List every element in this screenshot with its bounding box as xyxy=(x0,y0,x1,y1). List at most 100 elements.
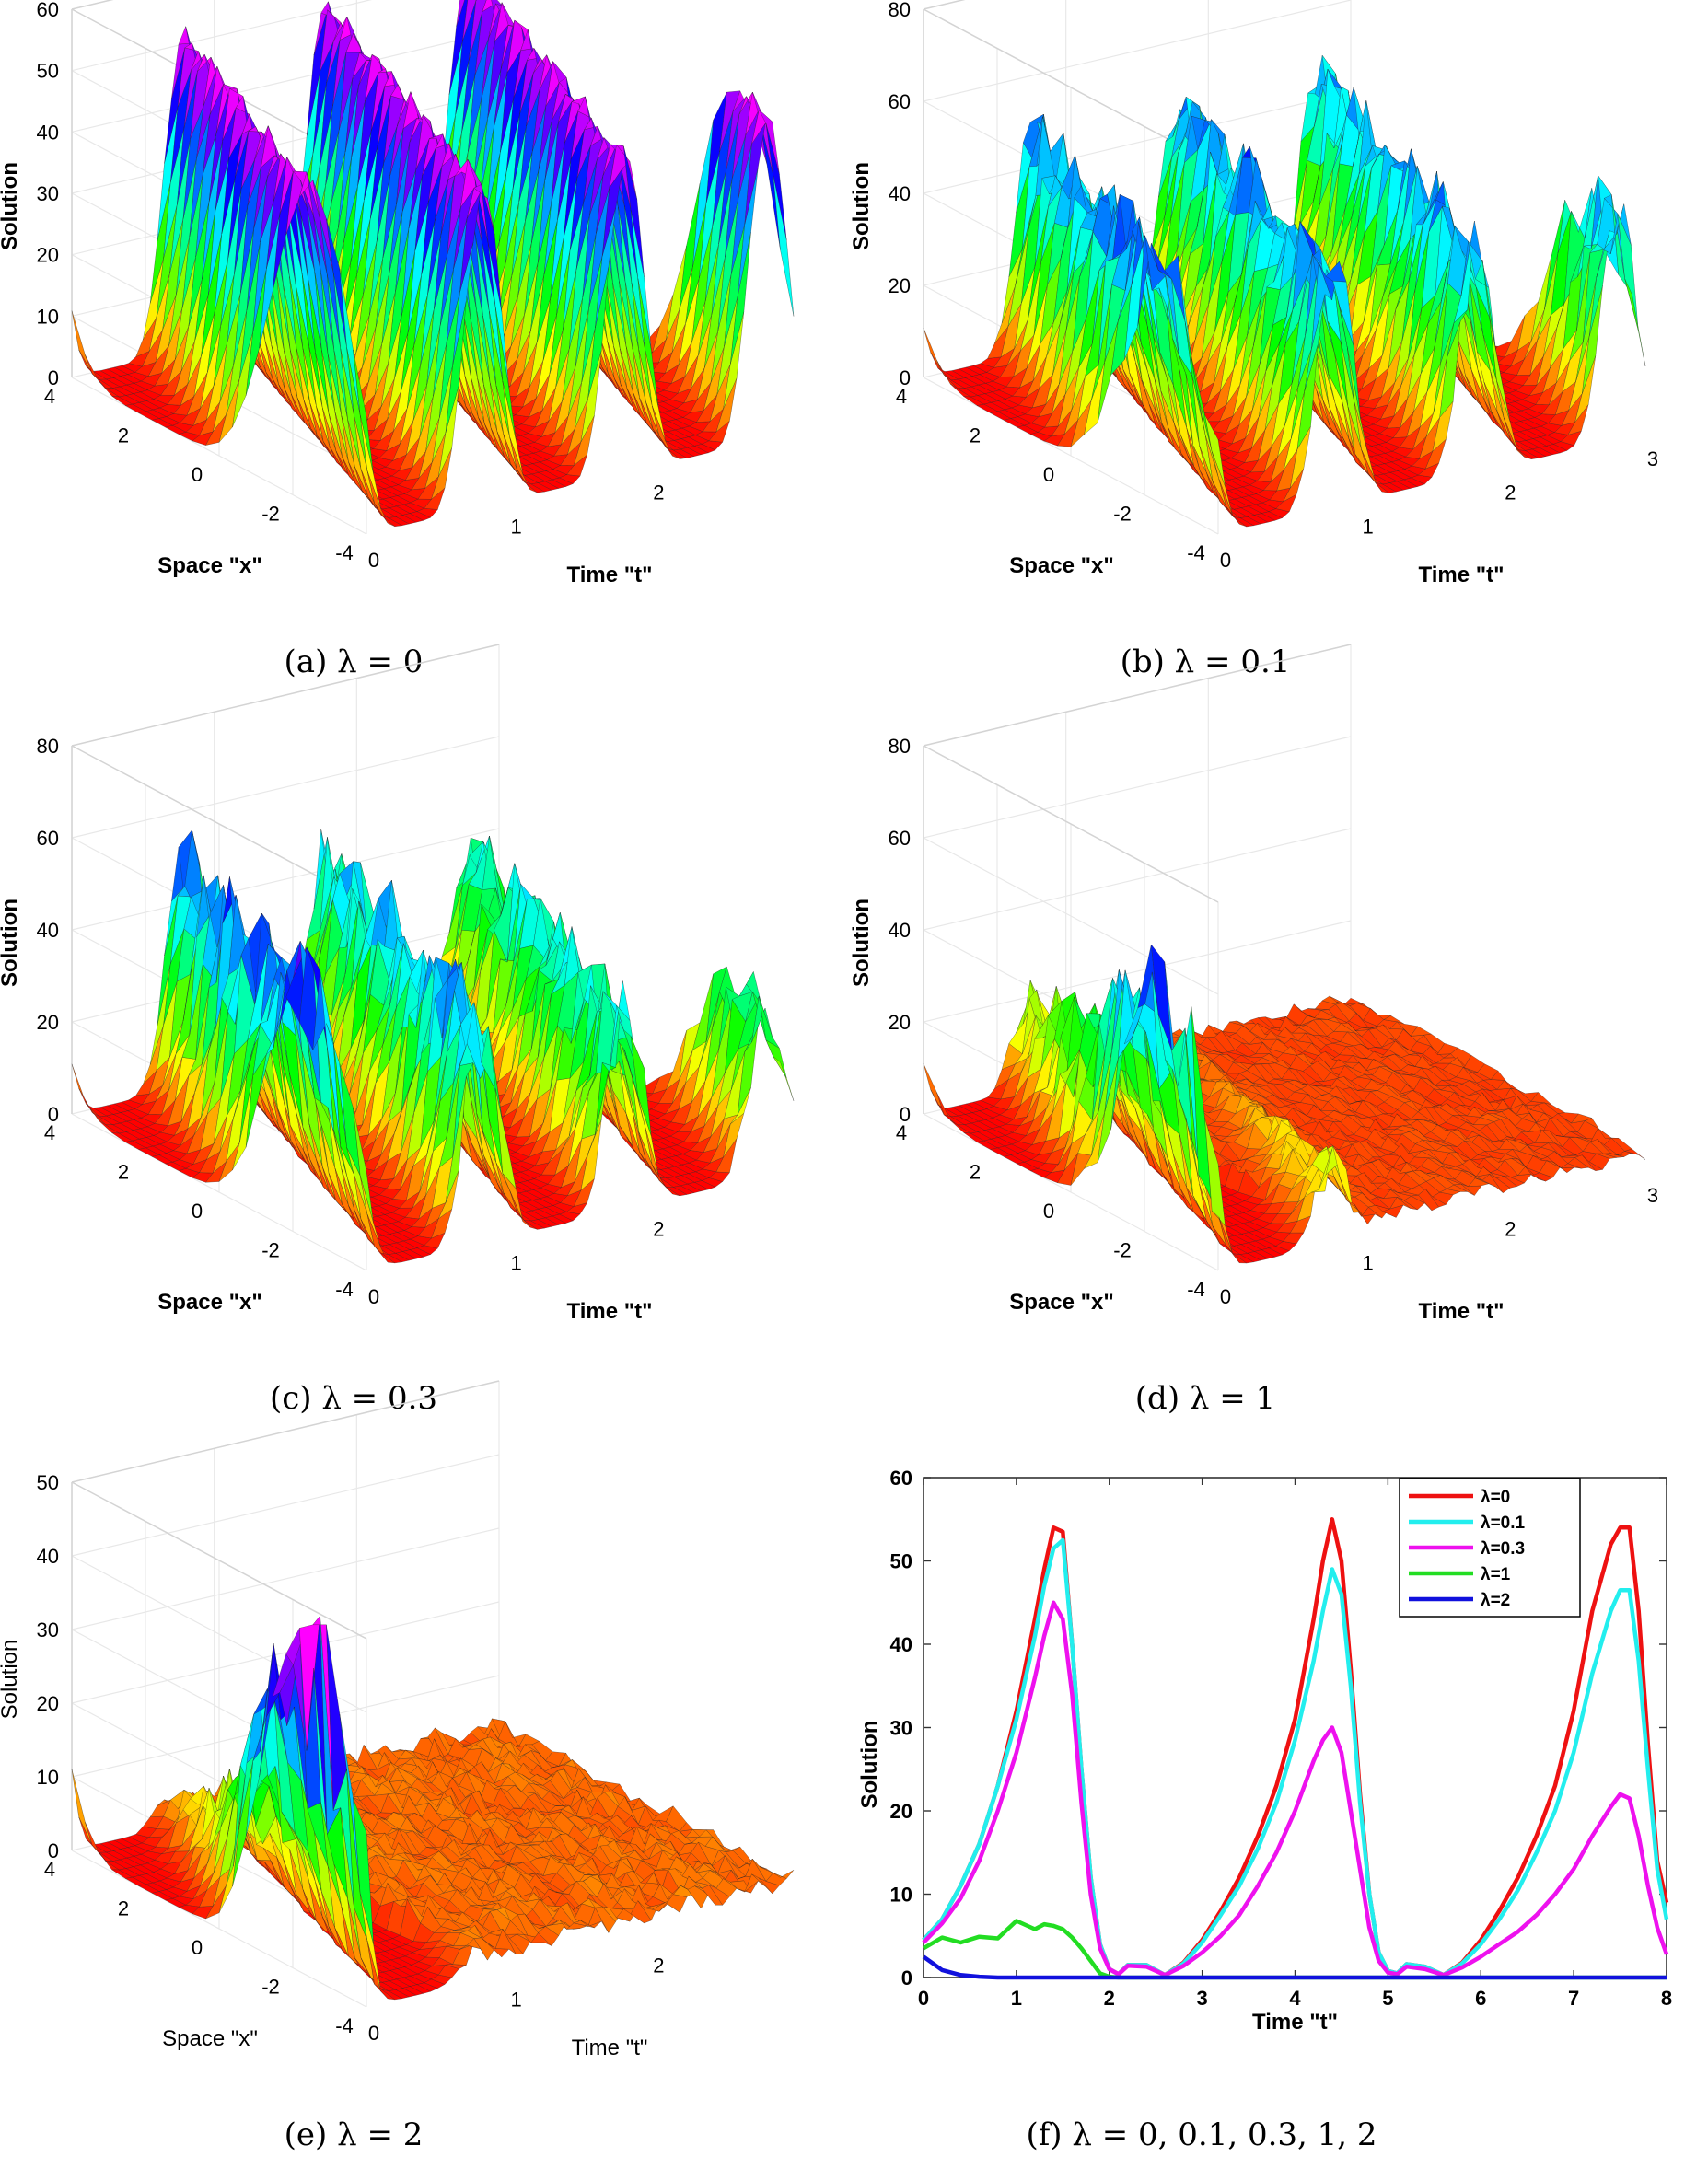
x-tick-label: 4 xyxy=(896,1121,907,1144)
x-tick-label: 4 xyxy=(896,385,907,408)
x-tick-label: 0 xyxy=(192,1200,203,1223)
y-tick-label: 30 xyxy=(890,1717,912,1740)
x-tick-label: -4 xyxy=(335,2014,354,2037)
x-tick-label: 2 xyxy=(118,424,129,447)
panel-d-surface xyxy=(923,944,1646,1264)
panel-d-ylabel: Solution xyxy=(849,899,874,987)
panel-e-tlabel: Time "t" xyxy=(572,2036,648,2060)
series-line-0 xyxy=(922,1517,1669,1978)
x-tick-label: -2 xyxy=(261,503,280,526)
panel-a-surface xyxy=(71,0,795,528)
panel-b-ylabel: Solution xyxy=(849,162,874,250)
z-tick-label: 20 xyxy=(37,1011,59,1034)
t-tick-label: 3 xyxy=(1647,447,1658,470)
z-tick-label: 30 xyxy=(37,1618,59,1641)
legend-label: λ=0.3 xyxy=(1481,1539,1525,1559)
x-tick-label: 4 xyxy=(44,1121,55,1144)
t-tick-label: 3 xyxy=(1647,1184,1658,1207)
legend-label: λ=2 xyxy=(1481,1591,1510,1610)
panel-b-xlabel: Space "x" xyxy=(1009,553,1113,578)
x-tick-label: 0 xyxy=(192,1936,203,1959)
z-tick-label: 80 xyxy=(889,735,911,758)
z-tick-label: 0 xyxy=(900,366,911,389)
x-tick-label: -2 xyxy=(261,1976,280,1999)
t-tick-label: 2 xyxy=(653,1218,664,1241)
x-tick-label: -4 xyxy=(335,1278,354,1301)
legend-label: λ=0 xyxy=(1481,1488,1510,1507)
panel-f-line-chart: 0 1 2 3 4 5 6 7 80102030405060λ=0λ=0.1λ=0.3λ=1λ=… xyxy=(857,1467,1672,2153)
panel-e-caption: (e) λ = 2 xyxy=(285,2117,424,2153)
z-tick-label: 50 xyxy=(37,60,59,83)
x-tick-label: 2 xyxy=(970,424,981,447)
panel-c-surface xyxy=(71,829,795,1264)
z-tick-label: 40 xyxy=(37,121,59,144)
x-tick-label: -2 xyxy=(1113,1239,1132,1262)
z-tick-label: 50 xyxy=(37,1471,59,1494)
z-tick-label: 40 xyxy=(37,1545,59,1568)
x-tick-label: 3 xyxy=(1197,1987,1208,2010)
x-tick-label: 2 xyxy=(970,1161,981,1184)
x-tick-label: 1 xyxy=(1011,1987,1022,2010)
x-tick-label: 0 xyxy=(192,463,203,486)
x-tick-label: 4 xyxy=(44,1858,55,1881)
z-tick-label: 0 xyxy=(48,1839,59,1862)
t-tick-label: 1 xyxy=(1363,1251,1374,1274)
panel-e-ylabel: Solution xyxy=(0,1640,22,1720)
z-tick-label: 10 xyxy=(37,1766,59,1789)
panel-c-xlabel: Space "x" xyxy=(157,1290,261,1315)
x-tick-label: 0 xyxy=(1043,1200,1054,1223)
panel-d-tlabel: Time "t" xyxy=(1419,1299,1505,1324)
panel-b-surface xyxy=(923,54,1646,528)
z-tick-label: 20 xyxy=(37,244,59,267)
z-tick-label: 60 xyxy=(37,827,59,850)
panel-c-ylabel: Solution xyxy=(0,899,22,987)
z-tick-label: 40 xyxy=(37,919,59,942)
t-tick-label: 2 xyxy=(1505,481,1516,505)
z-tick-label: 10 xyxy=(37,305,59,328)
panel-e-xlabel: Space "x" xyxy=(162,2026,258,2051)
series-line-2 xyxy=(922,1600,1669,1978)
x-tick-label: -4 xyxy=(335,541,354,564)
t-tick-label: 1 xyxy=(1363,515,1374,538)
t-tick-label: 1 xyxy=(511,1251,522,1274)
t-tick-label: 0 xyxy=(368,549,379,572)
z-tick-label: 30 xyxy=(37,182,59,205)
y-tick-label: 50 xyxy=(890,1550,912,1573)
panel-a-tlabel: Time "t" xyxy=(567,563,653,587)
t-tick-label: 0 xyxy=(368,1285,379,1308)
z-tick-label: 40 xyxy=(889,919,911,942)
z-tick-label: 80 xyxy=(37,735,59,758)
t-tick-label: 2 xyxy=(653,481,664,505)
panel-c-caption: (c) λ = 0.3 xyxy=(270,1380,437,1417)
legend-label: λ=1 xyxy=(1481,1565,1511,1584)
chart-legend: λ=0 λ=0.1 λ=0.3 λ=1 λ=2 xyxy=(1399,1478,1581,1618)
x-tick-label: 5 xyxy=(1382,1987,1393,2010)
panel-a-caption: (a) λ = 0 xyxy=(285,644,424,680)
t-tick-label: 0 xyxy=(368,2022,379,2045)
t-tick-label: 1 xyxy=(511,1988,522,2011)
panel-c-tlabel: Time "t" xyxy=(567,1299,653,1324)
t-tick-label: 0 xyxy=(1220,549,1231,572)
y-tick-label: 60 xyxy=(890,1467,912,1490)
x-tick-label: -2 xyxy=(261,1239,280,1262)
z-tick-label: 80 xyxy=(889,0,911,21)
x-tick-label: 8 xyxy=(1661,1987,1672,2010)
z-tick-label: 20 xyxy=(889,274,911,297)
panel-a-xlabel: Space "x" xyxy=(157,553,261,578)
z-tick-label: 40 xyxy=(889,182,911,205)
x-tick-label: 7 xyxy=(1568,1987,1579,2010)
panel-b-tlabel: Time "t" xyxy=(1419,563,1505,587)
z-tick-label: 20 xyxy=(889,1011,911,1034)
series-line-4 xyxy=(922,1954,1667,1980)
chart-ylabel: Solution xyxy=(857,1721,882,1809)
x-tick-label: -4 xyxy=(1187,1278,1205,1301)
